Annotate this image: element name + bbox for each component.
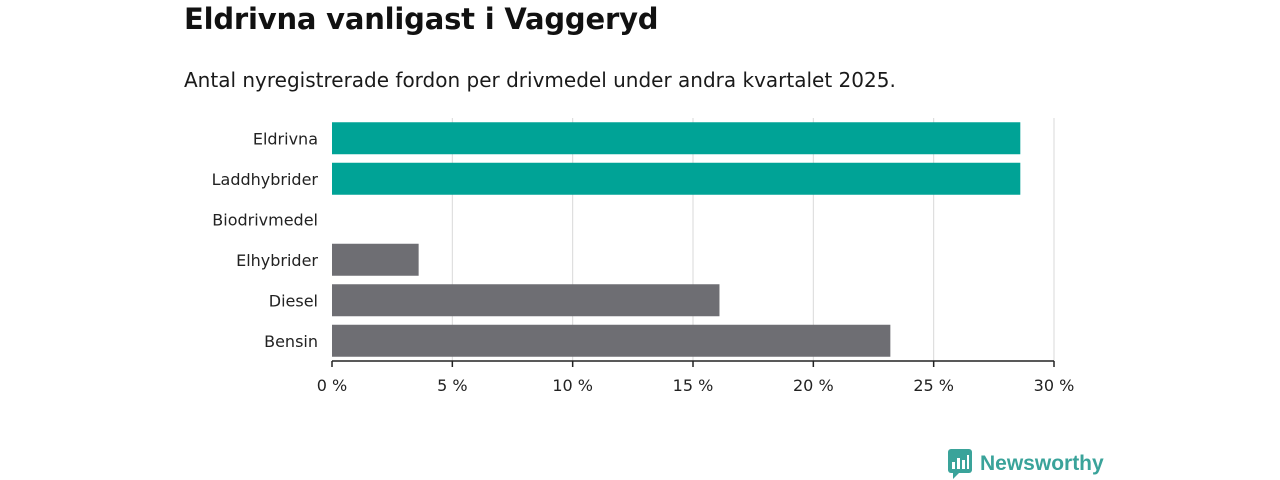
bar	[332, 284, 720, 317]
newsworthy-logo-icon	[948, 449, 972, 479]
category-label: Laddhybrider	[212, 170, 319, 189]
category-label: Bensin	[264, 332, 318, 351]
bar	[332, 243, 419, 276]
chart-title: Eldrivna vanligast i Vaggeryd	[184, 2, 659, 36]
category-label: Diesel	[269, 291, 318, 310]
category-label: Biodrivmedel	[212, 210, 318, 229]
x-tick-label: 0 %	[317, 376, 347, 395]
chart-subtitle: Antal nyregistrerade fordon per drivmede…	[184, 68, 896, 92]
bar	[332, 162, 1021, 195]
category-label: Elhybrider	[236, 251, 318, 270]
x-tick-label: 10 %	[552, 376, 593, 395]
x-tick-label: 15 %	[673, 376, 714, 395]
x-tick-label: 5 %	[437, 376, 467, 395]
brand: Newsworthy	[948, 449, 1104, 479]
bar	[332, 324, 891, 357]
x-tick-label: 25 %	[913, 376, 954, 395]
bar	[332, 122, 1021, 155]
brand-name: Newsworthy	[980, 452, 1104, 475]
category-label: Eldrivna	[253, 129, 318, 148]
x-tick-label: 20 %	[793, 376, 834, 395]
bar-chart: Eldrivna Laddhybrider Biodrivmedel Elhybrid…	[212, 118, 1075, 395]
x-tick-label: 30 %	[1034, 376, 1075, 395]
